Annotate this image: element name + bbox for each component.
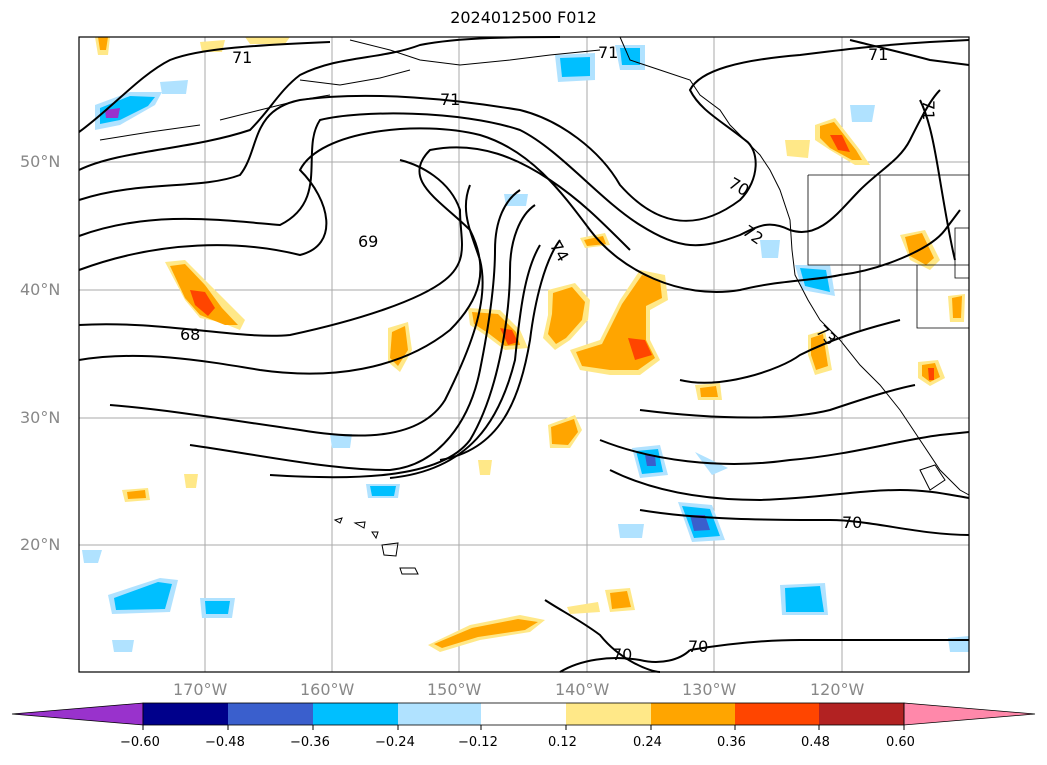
- contour-label: 71: [440, 90, 460, 109]
- lat-label: 40°N: [20, 280, 61, 299]
- map-title: 2024012500 F012: [450, 8, 597, 27]
- colorbar-bin: [313, 703, 398, 725]
- height-contours: [78, 36, 970, 673]
- colorbar-tick-label: 0.12: [548, 735, 577, 750]
- contour-label: 71: [598, 43, 618, 62]
- lon-label: 170°W: [173, 680, 228, 699]
- positive-anomaly-shading: [95, 37, 965, 652]
- colorbar-bin: [651, 703, 735, 725]
- contour-label: 70: [688, 637, 708, 656]
- lon-label: 140°W: [555, 680, 610, 699]
- lat-label: 30°N: [20, 408, 61, 427]
- contour-label: 70: [612, 645, 632, 664]
- lon-label: 150°W: [427, 680, 482, 699]
- colorbar-bin: [481, 703, 566, 725]
- colorbar-extend-low: [11, 702, 144, 726]
- colorbar-bin: [398, 703, 481, 725]
- contour-label: 71: [868, 45, 888, 64]
- lat-label: 50°N: [20, 152, 61, 171]
- colorbar-bin: [228, 703, 313, 725]
- colorbar-tick-label: 0.36: [717, 735, 746, 750]
- lon-label: 130°W: [682, 680, 737, 699]
- colorbar-tick-label: 0.48: [801, 735, 830, 750]
- colorbar-extend-high: [903, 702, 1036, 726]
- colorbar-tick-label: 0.24: [633, 735, 662, 750]
- colorbar-tick-label: −0.24: [375, 735, 415, 750]
- colorbar-bin: [143, 703, 228, 725]
- contour-label: 70: [842, 513, 862, 532]
- lat-label: 20°N: [20, 535, 61, 554]
- colorbar-tick-label: −0.60: [120, 735, 160, 750]
- colorbar-tick-label: −0.12: [458, 735, 498, 750]
- lon-label: 120°W: [810, 680, 865, 699]
- colorbar-tick-label: 0.60: [886, 735, 915, 750]
- lon-label: 160°W: [300, 680, 355, 699]
- contour-label: 71: [919, 100, 938, 120]
- map-frame: [78, 36, 970, 673]
- colorbar-bin: [735, 703, 819, 725]
- colorbar-tick-label: −0.36: [290, 735, 330, 750]
- contour-label: 69: [358, 232, 378, 251]
- coastlines: [99, 36, 970, 575]
- colorbar-tick-label: −0.48: [205, 735, 245, 750]
- negative-anomaly-shading: [82, 45, 969, 652]
- colorbar: [11, 702, 1036, 730]
- colorbar-bin: [819, 703, 904, 725]
- colorbar-bin: [566, 703, 651, 725]
- contour-label: 71: [232, 48, 252, 67]
- contour-label: 68: [180, 325, 200, 344]
